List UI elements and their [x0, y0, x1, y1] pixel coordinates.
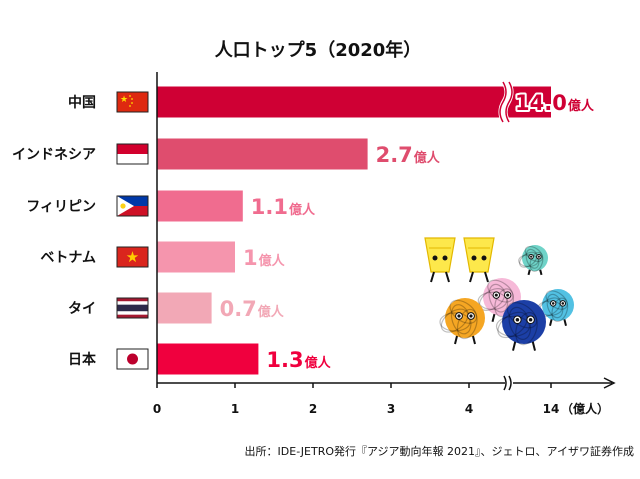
- bar: [157, 343, 259, 375]
- yellow-character-left: [424, 237, 456, 283]
- bar: [157, 241, 235, 273]
- value-label: 2.7億人: [376, 143, 441, 167]
- indonesia-flag: [116, 143, 149, 165]
- x-axis: 0 1 2 3 4 14 （億人）: [153, 72, 616, 416]
- value-label: 0.7億人: [220, 297, 285, 321]
- category-label: ベトナム: [40, 250, 96, 266]
- value-label: 14.0億人: [515, 91, 595, 115]
- category-label: タイ: [68, 301, 96, 317]
- bar: [157, 292, 212, 324]
- x-tick-label: 4: [465, 402, 473, 416]
- bar: [157, 190, 243, 222]
- category-label: 中国: [68, 94, 96, 111]
- illustrated-characters: [424, 237, 574, 351]
- china-flag: ★: [116, 91, 149, 113]
- source-note: 出所：IDE-JETRO発行『アジア動向年報 2021』、ジェトロ、アイザワ証券…: [245, 444, 634, 458]
- japan-flag: [116, 348, 149, 370]
- x-tick-label: 0: [153, 402, 161, 416]
- value-label: 1.3億人: [266, 348, 331, 372]
- svg-text:★: ★: [126, 248, 139, 266]
- bar: [157, 138, 368, 170]
- category-label: インドネシア: [12, 147, 96, 163]
- value-label: 1.1億人: [251, 195, 316, 219]
- thailand-flag: [116, 297, 149, 319]
- x-unit-label: （億人）: [561, 401, 609, 416]
- svg-text:★: ★: [120, 95, 128, 105]
- value-label: 1億人: [243, 246, 286, 270]
- chart-title: 人口トップ5（2020年）: [215, 39, 422, 61]
- bar-break-mark: [498, 79, 514, 125]
- x-tick-label: 1: [231, 402, 239, 416]
- bars-layer: [157, 79, 551, 375]
- x-tick-label: 3: [387, 402, 395, 416]
- x-tick-label: 2: [309, 402, 317, 416]
- philippines-flag: [116, 195, 149, 217]
- category-label: 日本: [68, 351, 97, 368]
- x-tick-label: 14: [543, 402, 560, 416]
- orange-character: [439, 298, 485, 345]
- navy-character: [495, 300, 546, 351]
- bar: [157, 86, 551, 118]
- value-labels-layer: 14.0億人 2.7億人 1.1億人 1億人 0.7億人 1.3億人: [218, 89, 597, 374]
- vietnam-flag: ★: [116, 246, 149, 268]
- lightblue-character: [537, 289, 574, 327]
- yellow-character-right: [463, 237, 495, 283]
- teal-character: [518, 245, 548, 276]
- axis-break-mark: [503, 375, 513, 391]
- flags-layer: ★★: [116, 91, 149, 370]
- axis-arrow: [603, 377, 616, 389]
- category-label: フィリピン: [26, 199, 96, 215]
